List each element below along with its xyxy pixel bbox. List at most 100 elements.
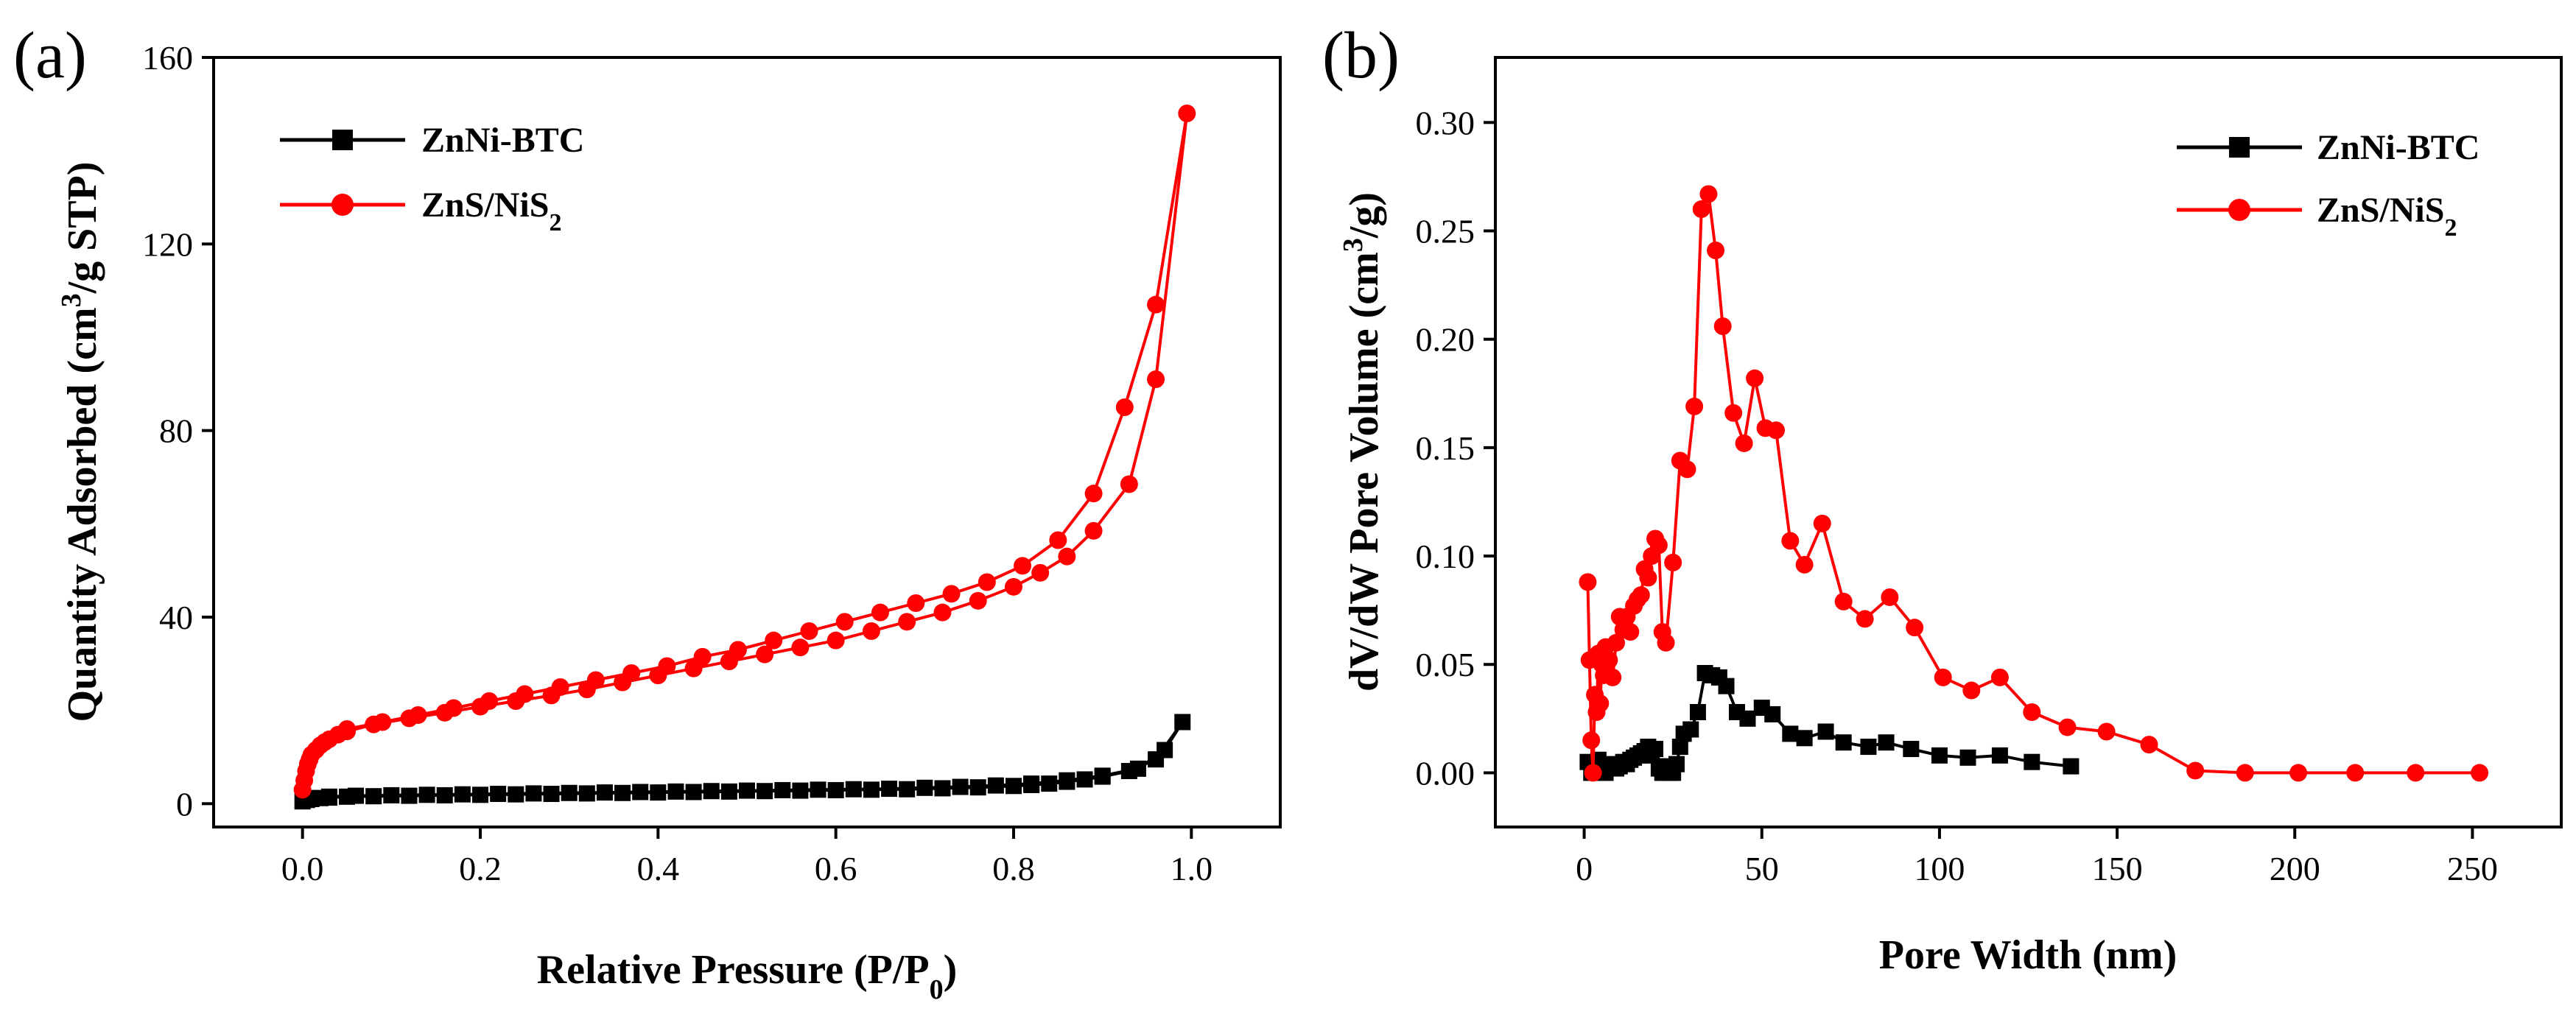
- y-tick-label: 80: [159, 412, 193, 450]
- data-point-zns-nis2: [2289, 764, 2308, 782]
- data-point-zns-nis2: [1934, 668, 1952, 686]
- x-tick-label: 0.4: [637, 850, 680, 887]
- panel-b-legend-item-znni-btc: ZnNi-BTC: [2177, 128, 2480, 167]
- data-point-znni-btc: [1647, 741, 1664, 758]
- data-point-znni-btc: [525, 785, 542, 802]
- y-tick-label: 0.30: [1416, 104, 1475, 141]
- data-point-znni-btc: [810, 781, 827, 798]
- data-point-zns-nis2: [1767, 421, 1786, 440]
- data-point-znni-btc: [472, 786, 488, 803]
- data-point-znni-btc: [1671, 739, 1688, 756]
- data-point-zns-nis2: [1856, 610, 1874, 628]
- y-tick-label: 0: [176, 785, 193, 823]
- data-point-znni-btc: [1668, 756, 1685, 773]
- data-point-zns-nis2: [1962, 681, 1981, 700]
- data-point-zns-nis2: [551, 678, 569, 696]
- data-point-znni-btc: [632, 784, 649, 800]
- legend-label: ZnNi-BTC: [2317, 128, 2480, 167]
- data-point-zns-nis2: [1604, 668, 1622, 686]
- panel-b-legend-item-zns-nis2: ZnS/NiS2: [2177, 191, 2457, 242]
- data-point-znni-btc: [1041, 775, 1058, 792]
- data-point-znni-btc: [934, 780, 951, 797]
- data-point-zns-nis2: [1058, 547, 1076, 566]
- y-tick-label: 0.20: [1416, 321, 1475, 359]
- y-tick-label: 0.15: [1416, 429, 1475, 467]
- legend-circle-marker: [331, 194, 354, 216]
- legend-circle-marker: [2228, 199, 2250, 221]
- panel-b: (b) 0 50 100 150 200 2500.000.050.100.150.200…: [1322, 19, 2563, 978]
- data-point-znni-btc: [1006, 778, 1022, 795]
- data-point-zns-nis2: [827, 631, 845, 650]
- data-point-zns-nis2: [1147, 370, 1165, 388]
- data-point-zns-nis2: [1632, 586, 1650, 605]
- data-point-zns-nis2: [658, 657, 676, 675]
- data-point-znni-btc: [703, 783, 720, 800]
- data-point-znni-btc: [1129, 760, 1146, 777]
- data-point-zns-nis2: [1724, 404, 1743, 422]
- data-point-znni-btc: [792, 782, 809, 799]
- data-point-znni-btc: [1718, 678, 1735, 694]
- data-point-zns-nis2: [1685, 397, 1704, 415]
- data-point-znni-btc: [720, 783, 737, 800]
- data-point-znni-btc: [1059, 772, 1075, 789]
- data-point-zns-nis2: [969, 591, 987, 610]
- data-point-znni-btc: [436, 786, 453, 803]
- data-point-zns-nis2: [1664, 553, 1682, 571]
- x-tick-label: 250: [2447, 850, 2498, 887]
- data-point-zns-nis2: [480, 692, 499, 710]
- data-point-znni-btc: [1931, 747, 1948, 764]
- legend-square-marker: [332, 130, 353, 150]
- data-point-zns-nis2: [2097, 722, 2116, 741]
- data-point-zns-nis2: [2023, 703, 2041, 721]
- data-point-zns-nis2: [586, 671, 605, 689]
- data-point-zns-nis2: [791, 638, 810, 657]
- data-point-znni-btc: [667, 783, 684, 800]
- data-point-znni-btc: [1023, 775, 1040, 792]
- data-point-zns-nis2: [1813, 514, 1831, 532]
- data-point-zns-nis2: [2236, 764, 2254, 782]
- data-point-zns-nis2: [1906, 619, 1924, 637]
- data-point-zns-nis2: [693, 647, 712, 666]
- data-point-znni-btc: [1157, 742, 1173, 759]
- data-point-znni-btc: [1796, 730, 1813, 747]
- data-point-zns-nis2: [1735, 434, 1753, 452]
- data-point-zns-nis2: [373, 713, 392, 731]
- x-tick-label: 1.0: [1171, 850, 1213, 887]
- data-point-znni-btc: [401, 787, 418, 804]
- data-point-zns-nis2: [1990, 668, 2009, 686]
- data-point-znni-btc: [418, 786, 435, 803]
- legend-label: ZnS/NiS2: [2317, 191, 2457, 242]
- data-point-zns-nis2: [898, 613, 916, 631]
- panel-b-x-axis-label: Pore Width (nm): [1879, 932, 2177, 978]
- data-point-znni-btc: [365, 788, 382, 805]
- data-point-znni-btc: [1682, 721, 1699, 738]
- data-point-znni-btc: [685, 784, 702, 800]
- data-point-znni-btc: [614, 784, 631, 801]
- x-tick-label: 150: [2092, 850, 2143, 887]
- data-point-znni-btc: [899, 781, 916, 798]
- data-point-znni-btc: [578, 785, 595, 802]
- panel-a-series: [293, 105, 1196, 810]
- data-point-znni-btc: [881, 781, 898, 798]
- data-point-znni-btc: [650, 784, 667, 801]
- data-point-zns-nis2: [1005, 577, 1022, 596]
- data-point-zns-nis2: [765, 631, 783, 650]
- data-point-zns-nis2: [1881, 588, 1899, 606]
- data-point-znni-btc: [454, 786, 471, 803]
- data-point-zns-nis2: [1692, 200, 1710, 219]
- panel-a: (a) 0.0 0.2 0.4 0.6 0.8 1.0 0 40 80 120 160 Relati…: [13, 19, 1282, 1005]
- x-tick-label: 0.2: [459, 850, 502, 887]
- data-point-znni-btc: [1860, 739, 1877, 756]
- x-tick-label: 0: [1576, 850, 1593, 887]
- data-point-znni-btc: [383, 786, 400, 803]
- data-point-znni-btc: [320, 788, 337, 805]
- y-tick-label: 40: [159, 599, 193, 636]
- data-point-zns-nis2: [2346, 764, 2365, 782]
- data-point-znni-btc: [1782, 725, 1799, 742]
- data-point-zns-nis2: [1607, 633, 1625, 652]
- data-point-zns-nis2: [1639, 569, 1657, 587]
- data-point-zns-nis2: [1031, 563, 1050, 582]
- panel-a-label: (a): [13, 19, 87, 92]
- data-point-zns-nis2: [1781, 532, 1800, 550]
- data-point-zns-nis2: [516, 685, 534, 703]
